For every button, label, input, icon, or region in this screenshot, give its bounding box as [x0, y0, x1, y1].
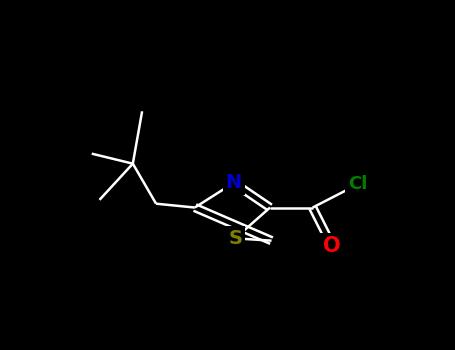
- Text: Cl: Cl: [348, 175, 367, 194]
- Text: O: O: [323, 236, 341, 256]
- Text: N: N: [225, 173, 242, 193]
- Text: S: S: [228, 229, 242, 248]
